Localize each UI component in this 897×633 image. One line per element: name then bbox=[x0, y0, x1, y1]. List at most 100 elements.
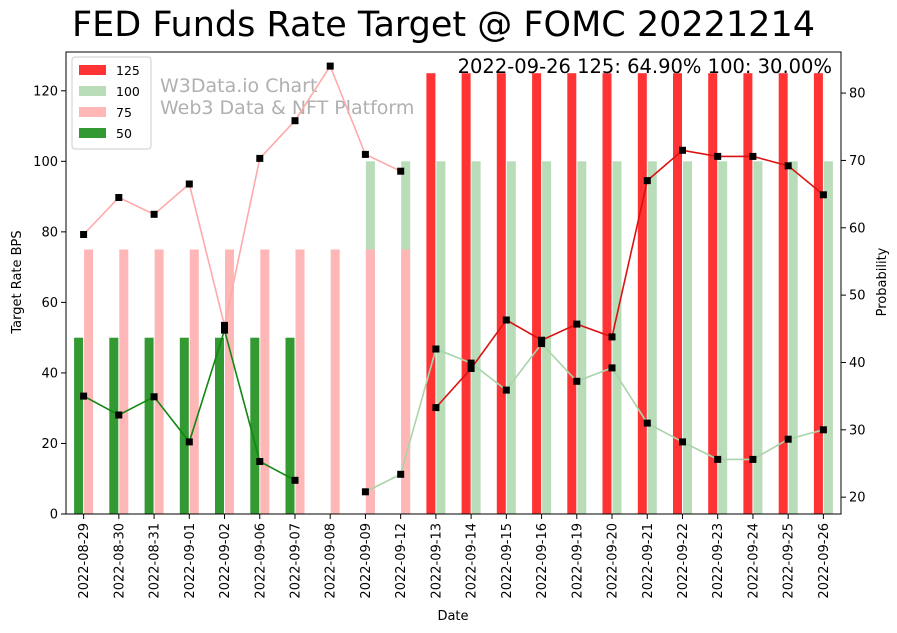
point-prob-100-2022-09-16 bbox=[538, 340, 546, 348]
bar-75-2022-09-07 bbox=[295, 249, 305, 514]
point-prob-75-2022-08-29 bbox=[80, 231, 88, 238]
point-prob-125-2022-09-13 bbox=[432, 404, 440, 412]
x-tick-label: 2022-09-13 bbox=[429, 523, 444, 599]
bar-75-2022-09-12 bbox=[401, 249, 411, 514]
x-tick-label: 2022-09-24 bbox=[746, 523, 761, 599]
point-prob-100-2022-09-19 bbox=[573, 377, 581, 385]
x-tick-label: 2022-08-31 bbox=[148, 523, 163, 599]
point-prob-50-2022-09-01 bbox=[185, 438, 193, 446]
y2-tick-label: 60 bbox=[849, 221, 866, 236]
line-prob-100 bbox=[365, 342, 824, 493]
point-prob-50-2022-09-07 bbox=[291, 476, 299, 484]
x-tick-label: 2022-09-02 bbox=[218, 523, 233, 599]
y2-tick-label: 40 bbox=[849, 356, 866, 371]
bar-50-2022-09-01 bbox=[179, 337, 189, 514]
point-prob-75-2022-09-02 bbox=[221, 321, 228, 329]
bar-50-2022-09-07 bbox=[285, 337, 295, 514]
point-prob-50-2022-08-29 bbox=[80, 392, 88, 400]
x-tick-label: 2022-09-07 bbox=[289, 523, 304, 599]
bar-100-2022-09-21 bbox=[647, 161, 657, 515]
x-tick-label: 2022-09-01 bbox=[183, 523, 198, 599]
point-prob-50-2022-09-06 bbox=[256, 458, 264, 465]
bar-100-2022-09-13 bbox=[436, 161, 446, 515]
x-tick-label: 2022-09-15 bbox=[500, 523, 515, 599]
x-tick-label: 2022-08-30 bbox=[112, 523, 127, 599]
point-prob-100-2022-09-09 bbox=[361, 488, 369, 496]
point-prob-125-2022-09-26 bbox=[819, 191, 827, 199]
legend: 125 100 75 50 bbox=[71, 56, 152, 150]
x-tick-label: 2022-09-21 bbox=[641, 523, 656, 599]
bar-50-2022-08-31 bbox=[144, 337, 154, 514]
bar-125-2022-09-22 bbox=[673, 73, 682, 514]
bar-125-2022-09-25 bbox=[778, 73, 788, 514]
point-prob-75-2022-09-01 bbox=[185, 180, 193, 188]
y2-tick-label: 80 bbox=[849, 87, 866, 102]
x-tick-label: 2022-09-23 bbox=[711, 523, 726, 599]
bar-75-2022-08-29 bbox=[84, 249, 94, 514]
point-prob-100-2022-09-26 bbox=[819, 426, 827, 434]
bar-100-2022-09-19 bbox=[577, 161, 587, 515]
bar-50-2022-08-29 bbox=[74, 337, 84, 514]
y-tick-label: 20 bbox=[41, 437, 58, 452]
y-tick-label: 100 bbox=[33, 155, 58, 170]
point-prob-100-2022-09-23 bbox=[714, 455, 722, 463]
bar-100-2022-09-23 bbox=[718, 161, 728, 515]
legend-swatch-75 bbox=[79, 107, 106, 117]
point-prob-50-2022-09-02 bbox=[221, 326, 228, 334]
point-prob-50-2022-08-31 bbox=[150, 393, 158, 401]
legend-label-100: 100 bbox=[116, 84, 140, 99]
bar-100-2022-09-20 bbox=[612, 161, 622, 515]
legend-swatch-125 bbox=[79, 65, 106, 75]
line-prob-125 bbox=[435, 149, 824, 409]
point-prob-100-2022-09-12 bbox=[397, 470, 405, 478]
point-prob-75-2022-09-09 bbox=[361, 150, 369, 158]
bar-75-2022-09-06 bbox=[260, 249, 270, 514]
point-prob-100-2022-09-15 bbox=[502, 386, 510, 394]
bar-125-2022-09-15 bbox=[496, 73, 506, 514]
bar-100-2022-09-14 bbox=[471, 161, 481, 515]
point-prob-125-2022-09-14 bbox=[467, 365, 475, 372]
y2-tick-label: 30 bbox=[849, 423, 866, 438]
point-prob-100-2022-09-13 bbox=[432, 345, 440, 353]
point-prob-75-2022-09-07 bbox=[291, 117, 299, 125]
x-tick-label: 2022-09-26 bbox=[817, 523, 832, 599]
chart-annotation: 2022-09-26 125: 64.90% 100: 30.00% bbox=[458, 55, 832, 78]
bar-50-2022-09-06 bbox=[250, 337, 260, 514]
bar-75-2022-09-08 bbox=[330, 249, 340, 514]
legend-label-125: 125 bbox=[116, 63, 140, 78]
point-prob-50-2022-08-30 bbox=[115, 411, 123, 419]
bar-75-2022-09-09 bbox=[365, 249, 375, 514]
x-tick-label: 2022-09-22 bbox=[676, 523, 691, 599]
bar-125-2022-09-20 bbox=[602, 73, 612, 514]
point-prob-125-2022-09-22 bbox=[679, 146, 686, 154]
point-prob-75-2022-08-30 bbox=[115, 194, 123, 201]
bar-125-2022-09-16 bbox=[532, 73, 542, 514]
bar-125-2022-09-19 bbox=[567, 73, 577, 514]
x-tick-label: 2022-09-09 bbox=[359, 523, 374, 599]
y2-tick-label: 20 bbox=[849, 491, 866, 506]
bar-100-2022-09-24 bbox=[753, 161, 763, 515]
bar-75-2022-08-31 bbox=[154, 249, 164, 514]
line-prob-75 bbox=[83, 64, 402, 326]
y2-tick-label: 50 bbox=[849, 289, 866, 304]
bar-125-2022-09-23 bbox=[708, 73, 718, 514]
legend-label-75: 75 bbox=[116, 105, 132, 120]
y-tick-label: 40 bbox=[41, 366, 58, 381]
x-tick-label: 2022-09-14 bbox=[465, 523, 480, 599]
point-prob-100-2022-09-22 bbox=[679, 438, 686, 446]
point-prob-75-2022-08-31 bbox=[150, 210, 158, 218]
bar-100-2022-09-22 bbox=[683, 161, 692, 515]
x-tick-label: 2022-09-25 bbox=[782, 523, 797, 599]
bar-125-2022-09-21 bbox=[637, 73, 647, 514]
point-prob-125-2022-09-20 bbox=[608, 333, 616, 341]
y2-tick-label: 70 bbox=[849, 154, 866, 169]
bar-100-2022-09-25 bbox=[788, 161, 798, 515]
x-tick-label: 2022-08-29 bbox=[77, 523, 92, 599]
x-tick-label: 2022-09-12 bbox=[394, 523, 409, 599]
point-prob-125-2022-09-21 bbox=[643, 177, 651, 185]
point-prob-75-2022-09-08 bbox=[326, 62, 334, 70]
bar-125-2022-09-24 bbox=[743, 73, 753, 514]
point-prob-100-2022-09-14 bbox=[467, 359, 475, 367]
bar-100-2022-09-15 bbox=[506, 161, 516, 515]
x-axis-label: Date bbox=[437, 609, 468, 624]
